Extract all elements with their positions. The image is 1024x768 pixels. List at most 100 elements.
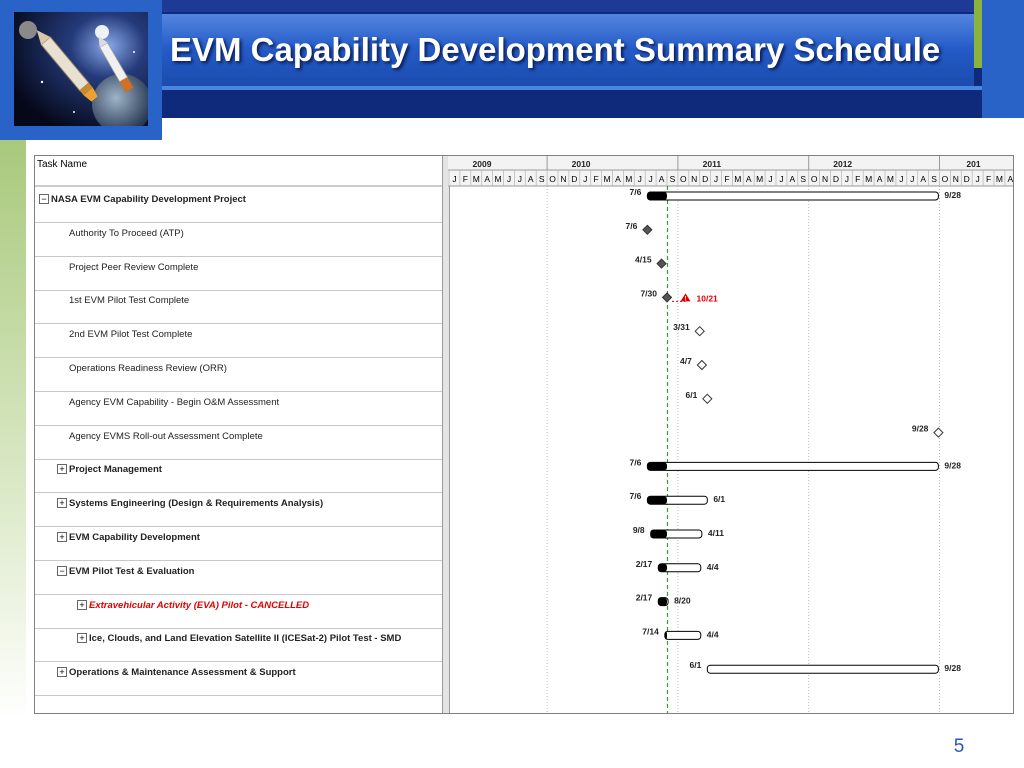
task-bar-progress	[658, 597, 667, 606]
month-label: J	[638, 174, 642, 184]
month-label: J	[452, 174, 456, 184]
bar-end-label: 9/28	[944, 663, 961, 673]
year-label: 2009	[473, 159, 492, 169]
month-label: F	[855, 174, 860, 184]
bar-end-label: 8/20	[674, 596, 691, 606]
task-name: EVM Pilot Test & Evaluation	[69, 565, 195, 577]
slide-title: EVM Capability Development Summary Sched…	[170, 31, 941, 68]
month-label: A	[1008, 174, 1013, 184]
bar-start-label: 7/6	[630, 457, 642, 467]
task-name: Agency EVMS Roll-out Assessment Complete	[69, 430, 263, 442]
month-label: A	[484, 174, 490, 184]
month-label: A	[528, 174, 534, 184]
collapse-icon[interactable]: −	[57, 565, 67, 576]
month-label: J	[714, 174, 718, 184]
warning-icon	[680, 293, 691, 302]
expand-icon[interactable]: +	[77, 599, 87, 610]
task-name: Agency EVM Capability - Begin O&M Assess…	[69, 396, 280, 408]
table-row[interactable]: + Ice, Clouds, and Land Elevation Satelli…	[35, 627, 442, 663]
title-band	[162, 14, 974, 86]
table-row[interactable]: + Systems Engineering (Design & Requireme…	[35, 492, 442, 528]
month-label: D	[702, 174, 708, 184]
month-label: D	[833, 174, 839, 184]
expand-icon[interactable]: +	[57, 498, 67, 509]
bar-start-label: 2/17	[636, 559, 653, 569]
month-label: N	[691, 174, 697, 184]
milestone-date-label: 4/15	[635, 255, 652, 265]
expand-icon[interactable]: +	[57, 464, 67, 475]
task-bar-outline	[646, 461, 939, 471]
month-label: O	[549, 174, 556, 184]
month-label: D	[964, 174, 970, 184]
table-row[interactable]: Authority To Proceed (ATP)	[35, 222, 442, 257]
month-label: N	[822, 174, 828, 184]
month-label: F	[724, 174, 729, 184]
month-label: N	[560, 174, 566, 184]
bar-start-label: 7/6	[630, 491, 642, 501]
month-label: J	[899, 174, 903, 184]
task-name: Project Management	[69, 464, 162, 476]
milestone-complete	[642, 224, 653, 236]
month-label: A	[920, 174, 926, 184]
month-label: M	[756, 174, 763, 184]
milestone-planned	[702, 393, 713, 405]
table-row[interactable]: + EVM Capability Development	[35, 526, 442, 561]
month-label: M	[865, 174, 872, 184]
logo-frame	[0, 0, 162, 140]
milestone-planned	[933, 427, 944, 438]
bar-end-label: 4/11	[708, 528, 724, 538]
expand-icon[interactable]: +	[57, 667, 67, 678]
header-divider	[162, 86, 982, 90]
bar-end-label: 9/28	[944, 460, 961, 470]
table-row[interactable]: 1st EVM Pilot Test Complete	[35, 289, 442, 325]
table-row[interactable]: + Extravehicular Activity (EVA) Pilot - C…	[35, 594, 442, 629]
milestone-date-label: 6/1	[686, 390, 698, 400]
table-row[interactable]: − EVM Pilot Test & Evaluation	[35, 560, 442, 595]
month-label: J	[649, 174, 653, 184]
task-name: Project Peer Review Complete	[69, 261, 199, 273]
month-label: M	[604, 174, 611, 184]
table-row[interactable]: − NASA EVM Capability Development Project	[35, 188, 442, 223]
table-row[interactable]: + Operations & Maintenance Assessment & S…	[35, 661, 442, 697]
table-row[interactable]: + Project Management	[35, 458, 442, 494]
month-label: J	[518, 174, 522, 184]
task-name: Ice, Clouds, and Land Elevation Satellit…	[89, 633, 402, 645]
table-row[interactable]: Agency EVMS Roll-out Assessment Complete	[35, 425, 442, 460]
month-label: M	[887, 174, 894, 184]
task-bar-progress	[647, 496, 667, 505]
year-label: 2012	[833, 159, 852, 169]
table-row[interactable]: Operations Readiness Review (ORR)	[35, 357, 442, 392]
month-label: J	[768, 174, 772, 184]
year-label: 2011	[703, 159, 722, 169]
expand-icon[interactable]: +	[57, 532, 67, 542]
expand-icon[interactable]: +	[77, 633, 87, 644]
month-label: M	[473, 174, 480, 184]
task-name: Operations & Maintenance Assessment & Su…	[69, 667, 296, 679]
month-label: J	[507, 174, 511, 184]
milestone-date-label: 7/6	[626, 221, 638, 231]
bar-end-label: 4/4	[707, 629, 719, 639]
task-bar-progress	[664, 631, 667, 640]
month-label: M	[495, 174, 502, 184]
table-row[interactable]: Project Peer Review Complete	[35, 256, 442, 291]
header-top-band	[162, 0, 1024, 12]
month-label: A	[877, 174, 883, 184]
task-name: Systems Engineering (Design & Requiremen…	[69, 498, 324, 510]
month-label: S	[800, 174, 806, 184]
collapse-icon[interactable]: −	[39, 194, 49, 204]
table-row[interactable]: Agency EVM Capability - Begin O&M Assess…	[35, 391, 442, 426]
milestone-date-label: 4/7	[680, 356, 692, 366]
bar-start-label: 7/6	[630, 187, 642, 197]
milestone-complete	[661, 292, 673, 303]
month-label: A	[790, 174, 796, 184]
month-label: J	[976, 174, 980, 184]
month-label: J	[779, 174, 783, 184]
bar-start-label: 2/17	[636, 593, 653, 603]
bar-start-label: 9/8	[633, 525, 645, 535]
month-label: D	[571, 174, 577, 184]
left-accent-strip	[0, 140, 26, 720]
pane-splitter[interactable]	[442, 156, 450, 713]
milestone-planned	[694, 325, 705, 337]
table-row[interactable]: 2nd EVM Pilot Test Complete	[35, 323, 442, 359]
